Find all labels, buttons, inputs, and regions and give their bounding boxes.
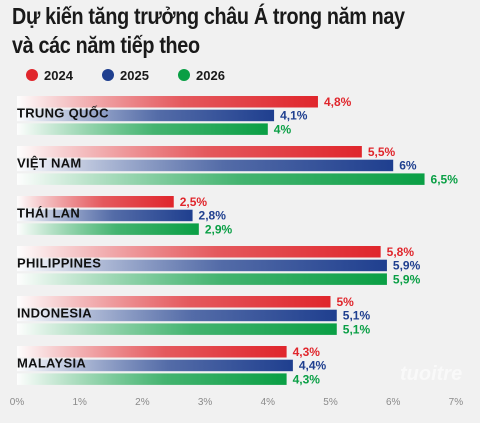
category-label-indonesia: INDONESIA [17, 306, 92, 321]
data-label-trung-quoc-2026: 4% [274, 122, 292, 136]
bar-thai-lan-2025 [17, 209, 193, 222]
category-label-trung-quoc: TRUNG QUỐC [17, 106, 109, 121]
chart-title: Dự kiến tăng trưởng châu Á trong năm nay… [12, 2, 408, 60]
x-tick-label-5: 5% [323, 397, 338, 408]
data-label-thai-lan-2026: 2,9% [205, 222, 233, 236]
data-label-indonesia-2026: 5,1% [343, 322, 371, 336]
data-label-trung-quoc-2024: 4,8% [324, 95, 352, 109]
legend: 2024 2025 2026 [26, 68, 225, 83]
chart-title-line-1: Dự kiến tăng trưởng châu Á trong năm nay [12, 3, 405, 29]
category-label-viet-nam: VIỆT NAM [17, 156, 82, 171]
bar-indonesia-2025 [17, 309, 337, 322]
bar-philippines-2024 [17, 246, 381, 258]
data-label-viet-nam-2026: 6,5% [431, 172, 459, 186]
data-label-viet-nam-2025: 6% [399, 159, 417, 173]
bar-philippines-2026 [17, 273, 387, 285]
bar-indonesia-2026 [17, 323, 337, 335]
data-label-philippines-2026: 5,9% [393, 272, 421, 286]
legend-marker-2026 [178, 69, 190, 81]
bar-malaysia-2024 [17, 346, 287, 358]
bar-malaysia-2025 [17, 359, 293, 372]
legend-label-2026: 2026 [196, 68, 225, 83]
legend-label-2024: 2024 [44, 68, 74, 83]
x-tick-label-7: 7% [449, 397, 464, 408]
chart-title-line-2: và các năm tiếp theo [12, 32, 200, 58]
legend-marker-2024 [26, 69, 38, 81]
x-tick-label-6: 6% [386, 397, 401, 408]
category-label-philippines: PHILIPPINES [17, 256, 101, 271]
watermark-logo: tuoitre [400, 363, 462, 385]
data-label-indonesia-2024: 5% [337, 295, 355, 309]
bar-trung-quoc-2025 [17, 109, 275, 122]
x-tick-label-3: 3% [198, 397, 213, 408]
bar-malaysia-2026 [17, 373, 287, 385]
bar-viet-nam-2025 [17, 159, 394, 172]
bar-trung-quoc-2026 [17, 123, 268, 135]
data-label-philippines-2024: 5,8% [387, 245, 415, 259]
data-label-malaysia-2025: 4,4% [299, 359, 327, 373]
data-label-malaysia-2024: 4,3% [293, 345, 321, 359]
data-label-thai-lan-2025: 2,8% [199, 209, 227, 223]
bar-viet-nam-2026 [17, 173, 425, 185]
x-tick-label-2: 2% [135, 397, 150, 408]
bar-trung-quoc-2024 [17, 96, 318, 108]
data-label-thai-lan-2024: 2,5% [180, 195, 208, 209]
category-label-thai-lan: THÁI LAN [17, 206, 80, 221]
legend-label-2025: 2025 [120, 68, 149, 83]
data-label-viet-nam-2024: 5,5% [368, 145, 396, 159]
x-tick-label-0: 0% [10, 397, 25, 408]
data-label-indonesia-2025: 5,1% [343, 309, 371, 323]
x-axis: 0% 1% 2% 3% 4% 5% 6% 7% [10, 397, 463, 408]
legend-marker-2025 [102, 69, 114, 81]
data-label-malaysia-2026: 4,3% [293, 372, 321, 386]
bar-philippines-2025 [17, 259, 387, 272]
bar-viet-nam-2024 [17, 146, 362, 158]
data-label-philippines-2025: 5,9% [393, 259, 421, 273]
bars-group: 4,8% 4,1%4% TRUNG QUỐC 5,5%6% 6,5% VIỆT NAM 2,… [17, 95, 458, 386]
category-label-malaysia: MALAYSIA [17, 356, 86, 371]
x-tick-label-1: 1% [72, 397, 87, 408]
bar-indonesia-2024 [17, 296, 331, 308]
data-label-trung-quoc-2025: 4,1% [280, 109, 308, 123]
bar-thai-lan-2026 [17, 223, 199, 235]
bar-thai-lan-2024 [17, 196, 174, 208]
x-tick-label-4: 4% [261, 397, 276, 408]
